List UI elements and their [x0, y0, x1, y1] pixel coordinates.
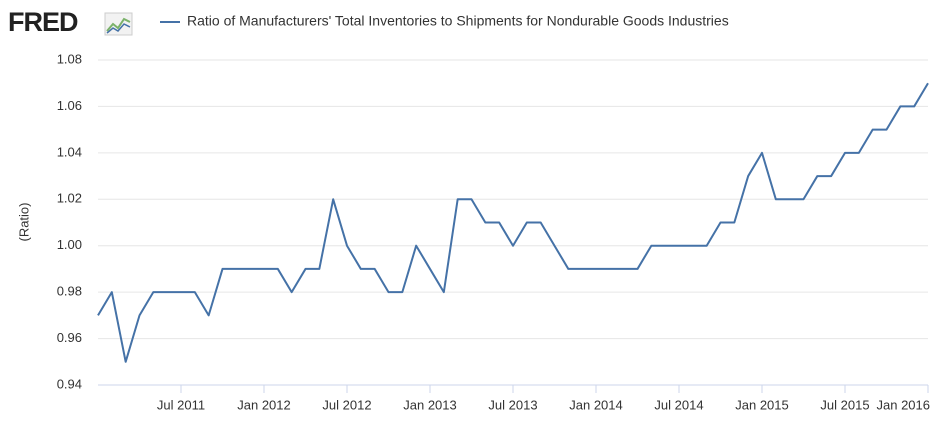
x-tick-label: Jul 2014	[654, 397, 703, 412]
y-tick-label: 1.04	[57, 144, 82, 159]
y-tick-label: 1.00	[57, 237, 82, 252]
x-tick-label: Jul 2012	[322, 397, 371, 412]
y-tick-label: 1.06	[57, 98, 82, 113]
x-tick-label: Jan 2014	[569, 397, 623, 412]
y-tick-label: 0.96	[57, 330, 82, 345]
y-axis-label: (Ratio)	[16, 202, 31, 241]
x-tick-label: Jul 2015	[820, 397, 869, 412]
x-tick-label: Jan 2015	[735, 397, 789, 412]
y-tick-label: 1.02	[57, 191, 82, 206]
logo: FRED	[8, 7, 78, 37]
x-tick-label: Jul 2013	[488, 397, 537, 412]
x-tick-label: Jul 2011	[157, 397, 205, 412]
y-tick-label: 0.94	[57, 376, 82, 391]
y-tick-label: 0.98	[57, 284, 82, 299]
x-tick-label: Jan 2016	[877, 397, 931, 412]
x-tick-label: Jan 2012	[237, 397, 291, 412]
line-series	[97, 82, 929, 363]
x-tick-label: Jan 2013	[403, 397, 457, 412]
logo-icon	[104, 12, 133, 36]
y-tick-label: 1.08	[57, 51, 82, 66]
legend-label: Ratio of Manufacturers' Total Inventorie…	[187, 13, 729, 29]
